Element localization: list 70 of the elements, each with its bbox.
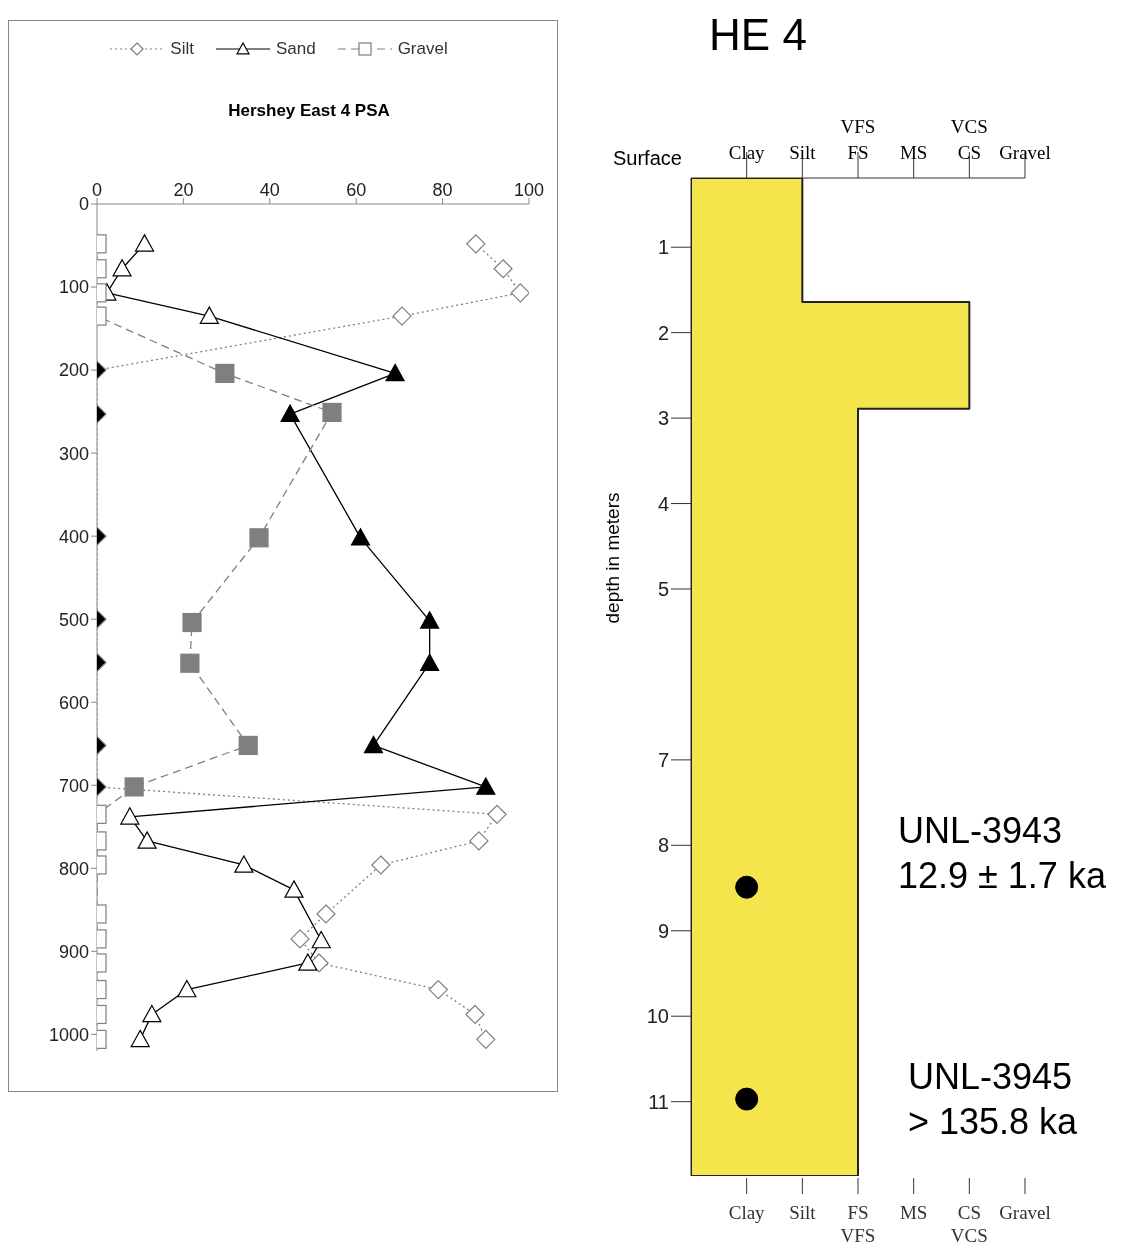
x-tick-label: 80 — [432, 180, 453, 200]
x-tick-label: 100 — [513, 180, 545, 200]
y-tick-label: 9 — [657, 919, 669, 942]
x-tick-label: MS — [899, 1202, 928, 1223]
y-axis-title: depth in meters — [602, 492, 624, 624]
y-tick-label: 0 — [78, 194, 89, 215]
point — [487, 804, 507, 824]
x-tick-label: 20 — [173, 180, 194, 200]
point — [510, 283, 529, 303]
chart-title: Hershey East 4 PSA — [227, 101, 391, 121]
y-tick-label: 1000 — [48, 1024, 89, 1045]
legend-label: Gravel — [396, 39, 448, 59]
y-tick-label: 500 — [58, 609, 89, 630]
y-tick-label: 400 — [58, 526, 89, 547]
point — [290, 929, 310, 949]
text: Clay — [727, 141, 766, 165]
x-tick-label: 60 — [346, 180, 367, 200]
point — [476, 777, 496, 795]
point — [420, 611, 440, 629]
point — [371, 855, 391, 875]
text: Silt — [789, 142, 816, 163]
point — [469, 831, 489, 851]
y-tick-label: 7 — [657, 748, 669, 771]
y-tick-label: 800 — [58, 858, 89, 879]
point — [350, 528, 371, 546]
y-tick-label: 1 — [657, 236, 669, 259]
y-tick-label: 700 — [58, 775, 89, 796]
y-tick-label: 10 — [646, 1005, 669, 1028]
point — [493, 259, 513, 279]
text: Surface — [613, 146, 682, 171]
point — [465, 1004, 485, 1025]
x-tick-label: 0 — [91, 180, 103, 200]
text: VFS FS — [839, 115, 877, 165]
x-tick-label: CS VCS — [950, 1202, 988, 1246]
y-tick-label: 3 — [657, 407, 669, 430]
legend-label: Sand — [274, 39, 316, 59]
x-tick-label: Gravel — [999, 1202, 1051, 1223]
y-tick-label: 300 — [58, 443, 89, 464]
chart-title: HE 4 — [708, 10, 808, 60]
y-tick-label: 5 — [657, 578, 669, 601]
annotation: UNL-3945 > 135.8 ka — [908, 1055, 1078, 1144]
legend-label: Silt — [169, 39, 194, 59]
annotation: UNL-3943 12.9 ± 1.7 ka — [898, 809, 1106, 898]
y-tick-label: 2 — [657, 321, 669, 344]
point — [385, 363, 405, 382]
point — [298, 953, 318, 971]
point — [316, 904, 336, 924]
y-tick-label: 8 — [657, 834, 669, 857]
text: MS — [898, 141, 929, 165]
point — [420, 653, 440, 672]
text: VCS CS — [950, 116, 988, 163]
point — [311, 930, 331, 949]
y-tick-label: 900 — [58, 941, 89, 962]
point — [476, 1029, 496, 1049]
x-tick-label: 40 — [259, 180, 280, 200]
x-tick-label: Clay — [728, 1202, 766, 1223]
text: Gravel — [998, 141, 1052, 165]
point — [428, 979, 448, 1000]
point — [284, 880, 304, 898]
point — [280, 404, 300, 422]
point — [466, 234, 486, 254]
x-tick-label: Silt — [789, 1202, 817, 1223]
x-tick-label: FS VFS — [840, 1202, 876, 1246]
y-tick-label: 4 — [657, 492, 669, 515]
y-tick-label: 11 — [648, 1090, 669, 1113]
point — [392, 306, 412, 326]
point — [363, 735, 384, 754]
y-tick-label: 200 — [58, 360, 89, 381]
y-tick-label: 600 — [58, 692, 89, 713]
y-tick-label: 100 — [58, 277, 89, 298]
